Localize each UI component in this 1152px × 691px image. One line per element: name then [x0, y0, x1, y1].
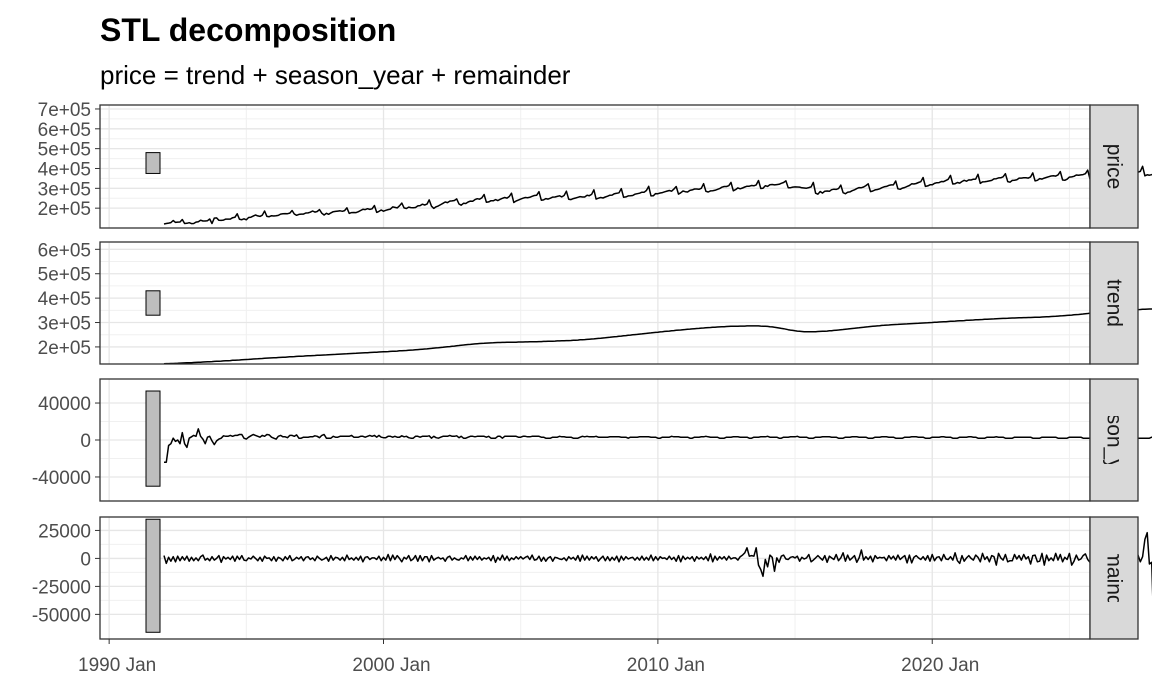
y-tick-label: -40000 — [32, 468, 91, 489]
panels: 2e+053e+054e+055e+056e+057e+05price2e+05… — [32, 100, 1152, 640]
panel-background — [100, 242, 1090, 364]
chart-subtitle: price = trend + season_year + remainder — [100, 60, 571, 90]
series-line-price — [163, 165, 1152, 225]
facet-strip — [1089, 516, 1139, 640]
chart-title: STL decomposition — [100, 12, 396, 48]
scale-bar — [145, 518, 161, 633]
y-tick-label: 5e+05 — [38, 265, 91, 286]
y-tick-label: 2e+05 — [38, 338, 91, 359]
series-line-remainder — [163, 531, 1152, 597]
panel-season-year: 40000 0 -40000 season_year — [32, 378, 1152, 502]
facet-strip-label: price — [1103, 144, 1126, 190]
x-tick-label: 2000 Jan — [352, 655, 430, 676]
y-tick-label: -25000 — [32, 577, 91, 598]
facet-strip-label: season_year — [1103, 380, 1126, 500]
scale-bar — [145, 152, 161, 174]
y-tick-label: 2e+05 — [38, 199, 91, 220]
x-tick-label: 2020 Jan — [901, 655, 979, 676]
y-tick-label: 6e+05 — [38, 240, 91, 261]
y-tick-label: 4e+05 — [38, 289, 91, 310]
x-axis: 1990 Jan 2000 Jan 2010 Jan 2020 Jan — [78, 639, 979, 676]
facet-strip-label: remainder — [1103, 531, 1126, 626]
y-tick-label: 6e+05 — [38, 120, 91, 141]
facet-strip-label: trend — [1103, 279, 1126, 327]
facet-strip — [1089, 241, 1139, 365]
panel-background — [100, 517, 1090, 639]
y-tick-label: 3e+05 — [38, 314, 91, 335]
scale-bar — [145, 390, 161, 487]
panel-trend: 2e+05 3e+05 4e+05 5e+05 6e+05 trend — [38, 240, 1152, 365]
panel-remainder: 25000 0 -25000 -50000 remainder — [32, 516, 1152, 640]
y-tick-label: 3e+05 — [38, 179, 91, 200]
panel-background — [100, 105, 1090, 228]
facet-strip — [1089, 378, 1139, 502]
y-tick-label: 5e+05 — [38, 140, 91, 161]
y-tick-label: 7e+05 — [38, 100, 91, 121]
series-line-season-year — [164, 428, 1152, 463]
facet-strip — [1089, 104, 1139, 229]
y-tick-label: 4e+05 — [38, 159, 91, 180]
x-tick-label: 1990 Jan — [78, 655, 156, 676]
scale-bar — [145, 290, 161, 316]
x-tick-label: 2010 Jan — [627, 655, 705, 676]
y-tick-label: 0 — [80, 549, 91, 570]
y-tick-label: 25000 — [38, 521, 91, 542]
series-line-trend — [163, 308, 1152, 365]
y-tick-label: 0 — [80, 431, 91, 452]
y-tick-label: 40000 — [38, 394, 91, 415]
y-tick-label: -50000 — [32, 605, 91, 626]
